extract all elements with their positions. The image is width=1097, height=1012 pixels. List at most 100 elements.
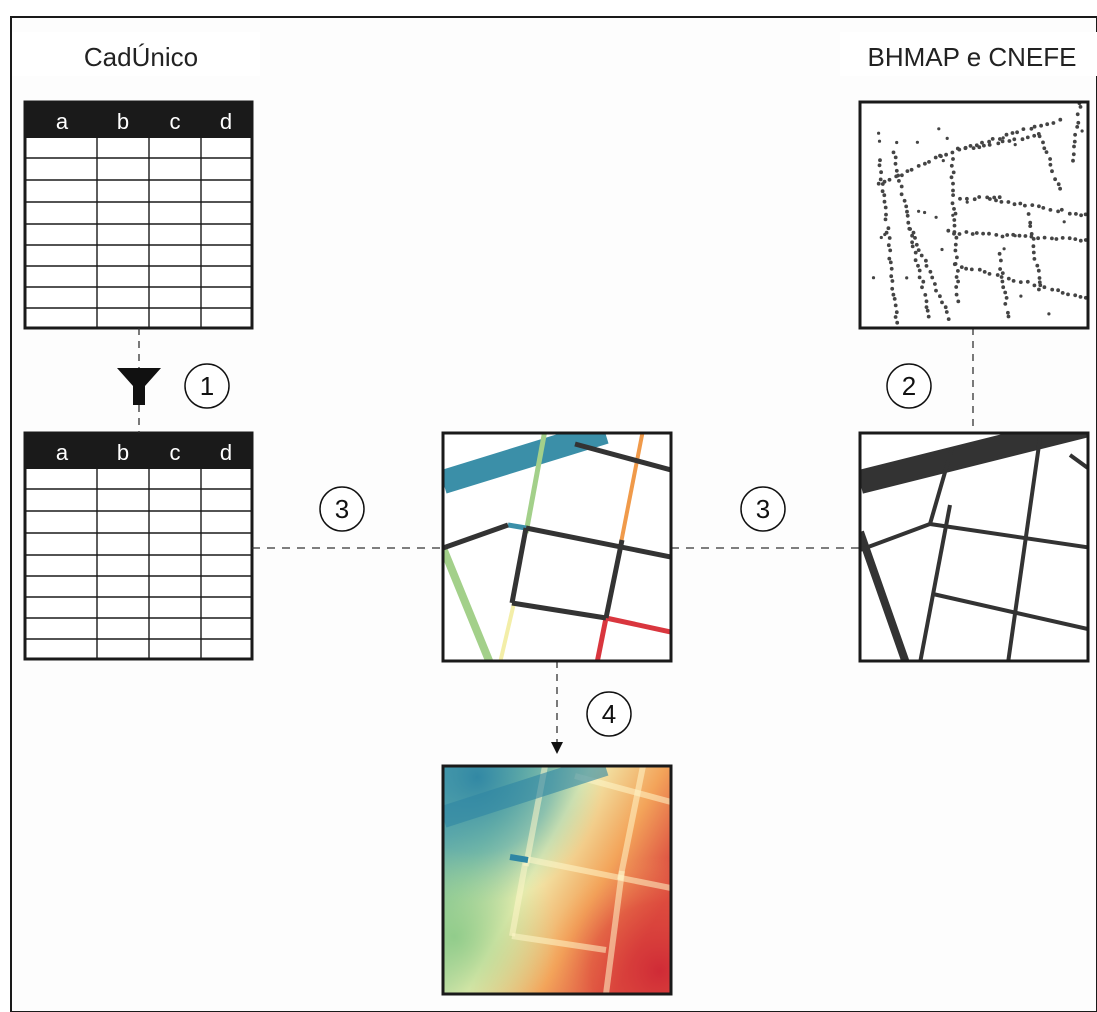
address-point [1000, 271, 1005, 275]
address-point [879, 235, 883, 240]
diagonal-avenue [860, 530, 910, 661]
address-point [884, 212, 888, 217]
address-point [910, 240, 914, 245]
address-point [889, 274, 894, 279]
address-point [951, 213, 955, 217]
address-point [999, 200, 1004, 204]
address-point [877, 131, 881, 135]
red-street [594, 617, 609, 661]
yellow-street [498, 602, 516, 661]
address-point [905, 213, 910, 218]
address-point [1042, 235, 1047, 240]
address-point [944, 310, 949, 314]
address-point [1072, 144, 1076, 149]
column-header-d: d [220, 109, 232, 134]
address-point [920, 285, 924, 290]
address-point [1037, 276, 1042, 280]
address-point [1035, 263, 1040, 268]
address-point [943, 305, 948, 310]
address-point [882, 193, 887, 198]
address-point [882, 179, 887, 184]
address-point [876, 181, 881, 186]
address-point [1073, 237, 1078, 242]
address-point [924, 264, 929, 268]
address-point [923, 210, 927, 215]
address-point [1073, 132, 1077, 137]
address-point [957, 147, 962, 152]
address-point [924, 299, 929, 304]
address-point [964, 230, 969, 234]
arrow-down-icon [551, 742, 563, 754]
address-point [1048, 208, 1053, 212]
address-point [1021, 127, 1026, 131]
address-point [1029, 126, 1034, 131]
address-point [1005, 233, 1010, 237]
address-point [908, 227, 912, 231]
address-point [895, 140, 899, 145]
address-point [891, 150, 896, 155]
address-point [982, 270, 987, 274]
address-point [887, 177, 892, 182]
address-point [1075, 112, 1080, 117]
address-point [951, 188, 955, 193]
address-point [1041, 140, 1045, 145]
address-point [1032, 257, 1037, 261]
address-point [1041, 206, 1046, 210]
address-point [1079, 213, 1083, 218]
address-point [1078, 295, 1083, 299]
address-point [1000, 234, 1005, 239]
address-point [914, 242, 919, 247]
address-point [1058, 186, 1062, 191]
address-point [916, 164, 921, 168]
address-point [916, 263, 920, 268]
address-point [997, 195, 1002, 200]
address-point [890, 279, 895, 283]
table-header [25, 102, 252, 138]
address-point [987, 139, 991, 144]
address-point [933, 282, 937, 286]
address-point [926, 314, 931, 319]
address-point [951, 157, 955, 161]
address-point [990, 137, 995, 141]
address-point [894, 174, 899, 179]
address-point [950, 150, 955, 155]
address-point [892, 297, 897, 301]
address-point [915, 140, 920, 144]
address-point [924, 258, 928, 263]
address-points-map [858, 100, 1090, 330]
address-point [1048, 162, 1053, 167]
address-point [949, 163, 954, 168]
address-point [890, 286, 895, 291]
address-point [940, 300, 944, 305]
address-point [974, 231, 979, 235]
address-point [1002, 247, 1006, 251]
address-point [879, 170, 883, 175]
address-point [1039, 123, 1043, 128]
address-point [999, 258, 1003, 263]
address-point [952, 207, 956, 211]
address-point [1071, 152, 1076, 157]
address-point [934, 288, 938, 293]
address-point [1058, 117, 1063, 122]
column-header-a: a [56, 109, 69, 134]
address-point [923, 293, 928, 297]
address-point [1038, 283, 1043, 288]
address-point [917, 275, 922, 280]
address-point [1011, 279, 1016, 283]
address-point [1003, 302, 1008, 306]
address-point [904, 204, 909, 209]
address-point [953, 248, 958, 253]
address-point [1042, 146, 1047, 151]
address-point [939, 154, 943, 159]
address-point [882, 199, 887, 204]
address-point [941, 159, 945, 163]
address-point [1067, 236, 1072, 241]
address-point [949, 175, 954, 180]
address-point [970, 232, 975, 236]
address-point [883, 232, 887, 237]
address-point [1012, 137, 1017, 142]
address-point [886, 226, 891, 231]
address-point [1001, 136, 1005, 140]
address-point [955, 255, 959, 260]
address-point [871, 276, 876, 280]
